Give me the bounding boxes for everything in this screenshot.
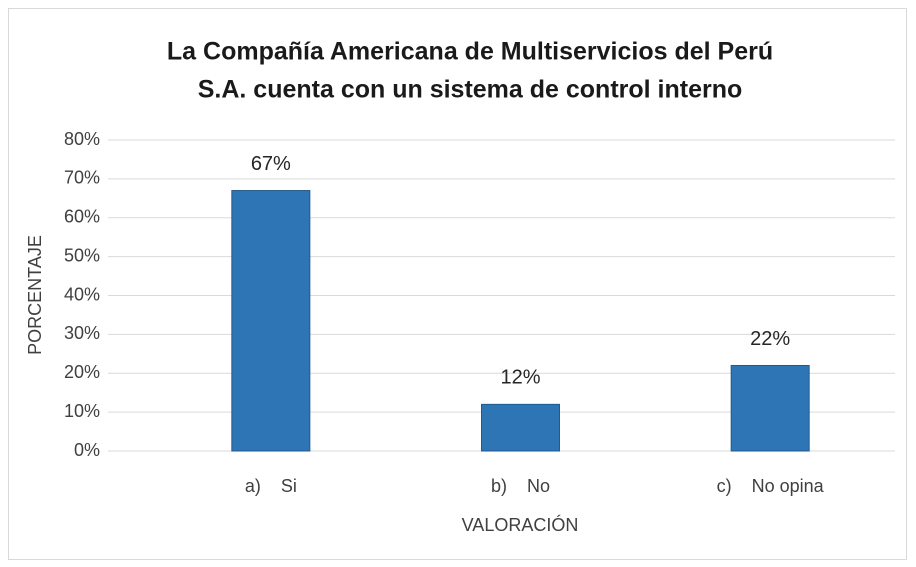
y-tick-label: 0% [74, 440, 100, 460]
data-label: 67% [251, 153, 291, 175]
chart-title: S.A. cuenta con un sistema de control in… [198, 76, 743, 104]
y-tick-label: 20% [64, 362, 100, 382]
y-tick-label: 80% [64, 129, 100, 149]
y-axis-label: PORCENTAJE [25, 235, 45, 355]
x-tick-label: b) No [491, 476, 550, 496]
bar [231, 190, 311, 452]
bar [730, 364, 810, 452]
data-label: 22% [750, 328, 790, 350]
y-tick-label: 40% [64, 284, 100, 304]
x-tick-label: c) No opina [717, 476, 825, 496]
y-tick-label: 30% [64, 323, 100, 343]
y-tick-label: 70% [64, 168, 100, 188]
x-axis-label: VALORACIÓN [462, 514, 579, 535]
bar [481, 403, 560, 452]
chart-title: La Compañía Americana de Multiservicios … [167, 38, 773, 66]
data-label: 12% [500, 367, 540, 389]
y-tick-label: 50% [64, 245, 100, 265]
y-tick-label: 10% [64, 401, 100, 421]
x-tick-label: a) Si [245, 476, 297, 496]
y-tick-label: 60% [64, 207, 100, 227]
chart-frame [8, 8, 907, 560]
